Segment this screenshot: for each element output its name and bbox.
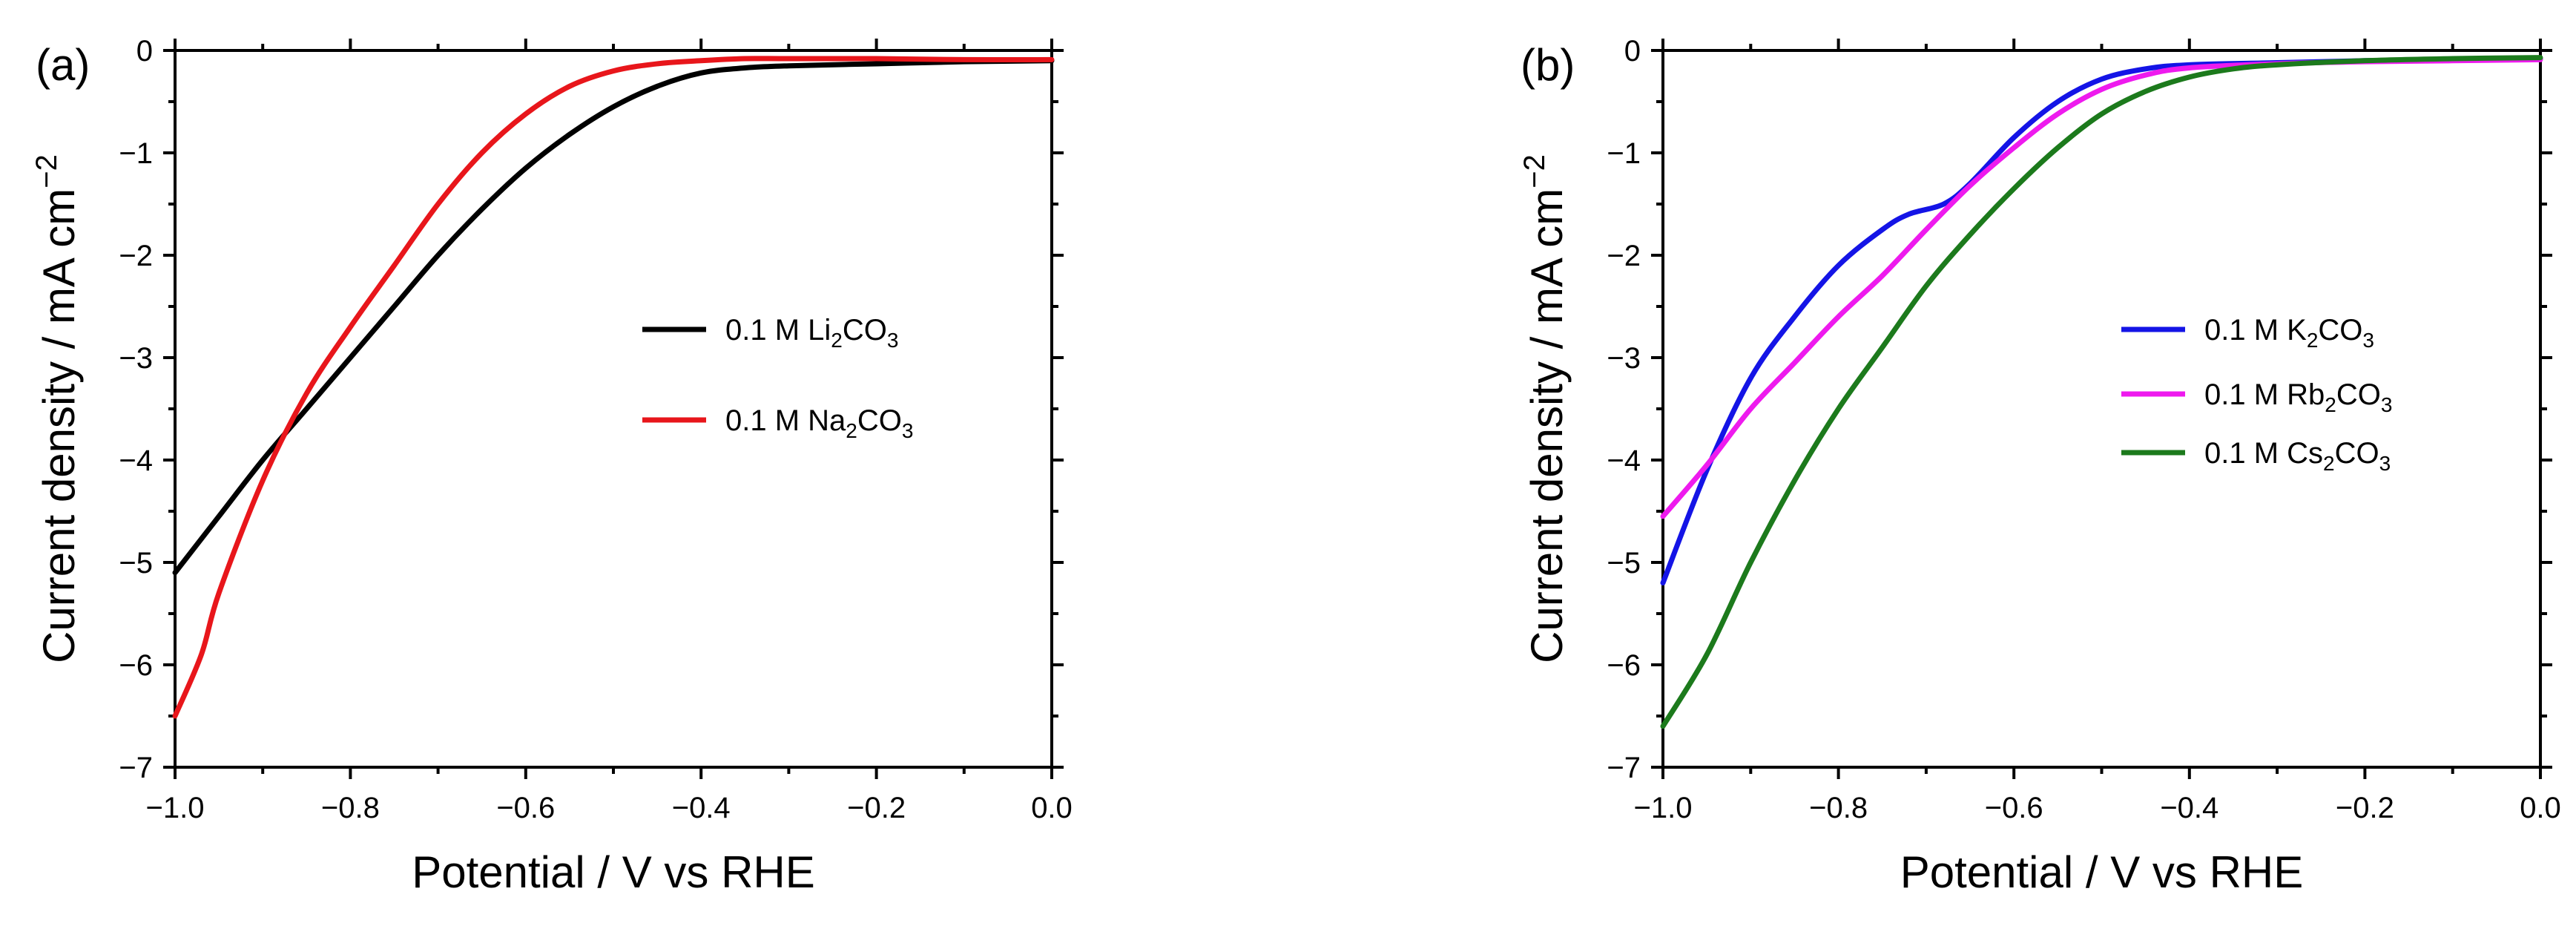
x-tick-label: −0.2 — [847, 792, 906, 824]
x-tick-label: −0.4 — [672, 792, 731, 824]
y-tick-label: −1 — [119, 137, 153, 170]
y-tick-label: −5 — [1607, 547, 1641, 579]
legend-label-1: 0.1 M K2CO3 — [2204, 314, 2374, 352]
x-tick-label: 0.0 — [1031, 792, 1073, 824]
panel-tag: (a) — [36, 40, 90, 90]
y-tick-label: 0 — [1624, 35, 1641, 68]
plot-frame — [1661, 49, 2542, 769]
y-tick-label: −2 — [119, 240, 153, 272]
series-line-1 — [1660, 56, 2543, 586]
x-tick-label: −0.6 — [1985, 792, 2043, 824]
y-tick-label: −6 — [119, 649, 153, 682]
x-tick-label: −0.8 — [1809, 792, 1868, 824]
y-axis-title: Current density / mA cm−2 — [1518, 154, 1572, 663]
y-tick-label: −7 — [119, 752, 153, 784]
y-tick-label: −5 — [119, 547, 153, 579]
series-line-3 — [1660, 55, 2543, 729]
y-axis-title-superscript: −2 — [1518, 154, 1551, 188]
series-line-2 — [172, 56, 1055, 719]
y-tick-label: −4 — [1607, 444, 1641, 477]
x-tick-label: −1.0 — [1634, 792, 1693, 824]
panel-b: (b) −1.0 −0.8 −0.6 −0.4 −0.2 0.0 0 −1 −2 −3 −4 −5 −6 −… — [1518, 35, 2561, 897]
y-axis-title-superscript: −2 — [30, 154, 63, 188]
series-line-2 — [1660, 56, 2543, 519]
legend-label-2: 0.1 M Rb2CO3 — [2204, 378, 2392, 416]
y-tick-label: 0 — [136, 35, 153, 68]
series-line-1 — [172, 58, 1055, 576]
x-tick-label: −1.0 — [146, 792, 205, 824]
y-axis-title: Current density / mA cm−2 — [30, 154, 84, 663]
x-tick-label: −0.4 — [2160, 792, 2218, 824]
panel-tag: (b) — [1521, 40, 1575, 90]
x-tick-label: −0.2 — [2336, 792, 2394, 824]
y-tick-label: −2 — [1607, 240, 1641, 272]
x-tick-label: 0.0 — [2520, 792, 2561, 824]
y-tick-label: −3 — [1607, 342, 1641, 375]
legend-label-1: 0.1 M Li2CO3 — [725, 314, 898, 352]
y-tick-label: −3 — [119, 342, 153, 375]
x-axis-title: Potential / V vs RHE — [1900, 847, 2304, 897]
y-tick-label: −7 — [1607, 752, 1641, 784]
y-tick-label: −6 — [1607, 649, 1641, 682]
panel-a: (a) −1.0 −0.8 −0.6 −0.4 −0.2 0.0 0 −1 −2 −3 −4 −5 −6 −… — [30, 35, 1073, 897]
x-tick-label: −0.8 — [321, 792, 380, 824]
legend-label-2: 0.1 M Na2CO3 — [725, 404, 913, 442]
legend-label-3: 0.1 M Cs2CO3 — [2204, 437, 2391, 475]
y-tick-label: −4 — [119, 444, 153, 477]
x-axis-title: Potential / V vs RHE — [412, 847, 815, 897]
x-tick-label: −0.6 — [496, 792, 555, 824]
y-tick-label: −1 — [1607, 137, 1641, 170]
